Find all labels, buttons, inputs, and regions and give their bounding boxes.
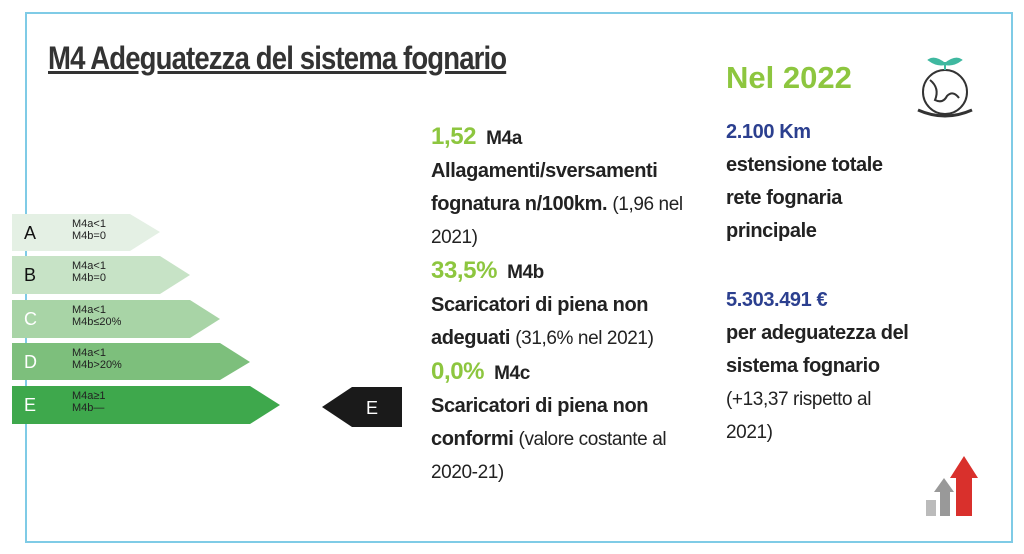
class-arrow [12,300,220,338]
criterion: M4b=0 [72,272,106,284]
metric-head: 1,52 M4a [431,120,711,155]
metric-value: 0,0% [431,358,485,385]
metric-text: Scaricatori di piena non conformi (valor… [431,390,711,489]
class-criteria: M4a≥1 M4b— [72,390,106,414]
fact-description: estensione totale rete fognaria principa… [726,154,883,242]
class-criteria: M4a<1 M4b>20% [72,347,122,371]
class-arrow [12,386,280,424]
class-criteria: M4a<1 M4b=0 [72,218,106,242]
metrics: 1,52 M4a Allagamenti/sversamenti fognatura… [431,120,711,489]
class-arrow [12,343,250,380]
class-criteria: M4a<1 M4b=0 [72,260,106,284]
metric-note: (31,6% nel 2021) [515,328,654,349]
indicator-label: E [366,398,378,418]
indicator-arrow [322,387,402,427]
metric-note: (1,96 nel 2021) [431,194,683,248]
class-letter: C [24,309,37,329]
metric-code: M4b [507,262,544,283]
growth-icon [926,456,978,516]
metric-text: Scaricatori di piena non adeguati (31,6%… [431,289,711,355]
facts: 2.100 Km estensione totale rete fognaria … [726,116,916,449]
metric-code: M4a [486,128,522,149]
globe-icon [917,57,973,118]
criterion: M4a≥1 [72,390,106,402]
title: M4 Adeguatezza del sistema fognario [48,40,507,76]
metric-text: Allagamenti/sversamenti fognatura n/100k… [431,155,711,254]
metric-code: M4c [494,363,530,384]
classes [12,214,280,424]
class-arrow [12,256,190,294]
class-letter: B [24,265,37,285]
criterion: M4a<1 [72,304,106,316]
metric-head: 0,0% M4c [431,355,711,390]
fact-note: (+13,37 rispetto al 2021) [726,389,872,443]
metric-description: Scaricatori di piena non adeguati [431,294,649,349]
metric-note: (valore costante al 2020-21) [431,429,667,483]
metric-description: Allagamenti/sversamenti fognatura n/100k… [431,160,658,215]
fact-description: per adeguatezza del sistema fognario [726,322,909,377]
metric-value: 33,5% [431,257,498,284]
criterion: M4a<1 [72,347,106,359]
metric-value: 1,52 [431,123,477,150]
class-letter: D [24,352,37,372]
criterion: M4a<1 [72,218,106,230]
metric-description: Scaricatori di piena non conformi [431,395,649,450]
metric-head: 33,5% M4b [431,254,711,289]
fact-value: 2.100 Km [726,121,811,143]
criterion: M4a<1 [72,260,106,272]
criterion: M4b>20% [72,359,122,371]
class-criteria: M4a<1 M4b≤20% [72,304,121,328]
fact-value: 5.303.491 € [726,289,828,311]
criterion: M4b=0 [72,230,106,242]
class-letter: E [24,395,37,415]
year-title: Nel 2022 [726,60,852,95]
class-letter: A [24,223,37,243]
criterion: M4b≤20% [72,316,122,328]
criterion: M4b— [72,402,105,414]
class-arrow [12,214,160,251]
